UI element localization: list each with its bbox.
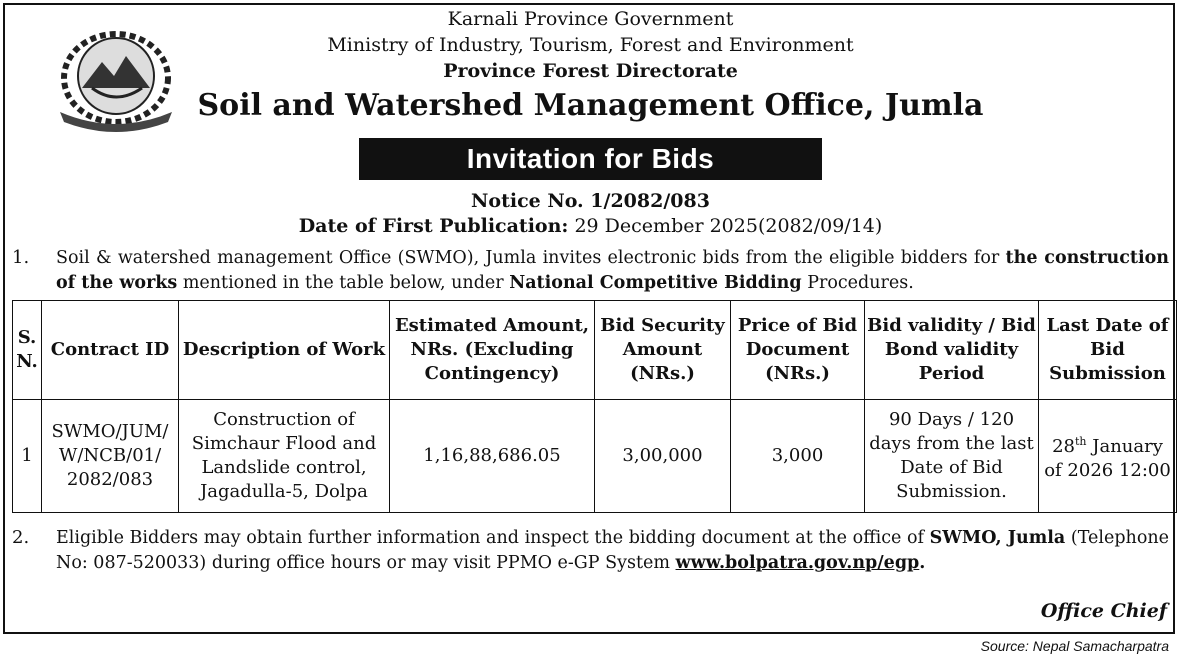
link[interactable]: www.bolpatra.gov.np/egp — [675, 553, 920, 573]
header-cell: Bid Security Amount (NRs.) — [594, 300, 731, 400]
text: Eligible Bidders may obtain further info… — [56, 528, 930, 548]
signature: Office Chief — [1040, 600, 1167, 622]
text: mentioned in the table below, under — [177, 273, 510, 293]
header-line: Province Forest Directorate — [443, 60, 738, 82]
para-number: 2. — [12, 527, 30, 548]
banner: Invitation for Bids — [359, 138, 822, 180]
label: Date of First Publication: — [298, 215, 569, 237]
text: the construction of the works — [56, 248, 1169, 293]
header-line: Ministry of Industry, Tourism, Forest an… — [327, 34, 854, 56]
notice-number: Notice No. 1/2082/083 — [471, 190, 710, 212]
value: 29 December 2025(2082/09/14) — [574, 215, 883, 237]
publication-date: Date of First Publication: 29 December 2… — [0, 215, 1181, 237]
cell: 1,16,88,686.05 — [389, 399, 595, 513]
header-cell: Price of Bid Document (NRs.) — [730, 300, 865, 400]
cell: 90 Days / 120 days from the last Date of… — [864, 399, 1039, 513]
text: National Competitive Bidding — [509, 273, 802, 293]
cell: 3,000 — [730, 399, 865, 513]
text: Procedures. — [801, 273, 914, 293]
text: Soil & watershed management Office (SWMO… — [56, 248, 1006, 268]
text: SWMO, Jumla — [929, 528, 1066, 548]
emblem — [60, 31, 172, 132]
header-line: Karnali Province Government — [447, 8, 734, 30]
source: Source: Nepal Samacharpatra — [980, 638, 1169, 654]
header-cell: Description of Work — [178, 300, 390, 400]
header-cell: S. N. — [12, 300, 42, 400]
data-row: 1 SWMO/JUM/ W/NCB/01/ 2082/083 Construct… — [12, 399, 1177, 513]
text: (Telephone No: 087-520033) during office… — [56, 528, 1169, 573]
cell: Construction of Simchaur Flood and Lands… — [178, 399, 390, 513]
date-rest: January of 2026 12:00 — [1044, 435, 1171, 481]
cell: 1 — [12, 399, 42, 513]
bid-table: S. N. Contract ID Description of Work Es… — [12, 300, 1177, 513]
paragraph: Soil & watershed management Office (SWMO… — [56, 246, 1169, 296]
para-number: 1. — [12, 247, 30, 268]
cell: SWMO/JUM/ W/NCB/01/ 2082/083 — [41, 399, 179, 513]
header-cell: Bid validity / Bid Bond validity Period — [864, 300, 1039, 400]
suffix: th — [1075, 434, 1087, 448]
office-title: Soil and Watershed Management Office, Ju… — [197, 88, 984, 123]
header-cell: Estimated Amount, NRs. (Excluding Contin… — [389, 300, 595, 400]
cell: 3,00,000 — [594, 399, 731, 513]
day: 28 — [1052, 435, 1075, 457]
text: . — [919, 553, 926, 573]
header-row: S. N. Contract ID Description of Work Es… — [12, 300, 1177, 400]
header-cell: Last Date of Bid Submission — [1038, 300, 1177, 400]
paragraph: Eligible Bidders may obtain further info… — [56, 526, 1169, 576]
cell: 28th January of 2026 12:00 — [1038, 399, 1177, 513]
header-cell: Contract ID — [41, 300, 179, 400]
